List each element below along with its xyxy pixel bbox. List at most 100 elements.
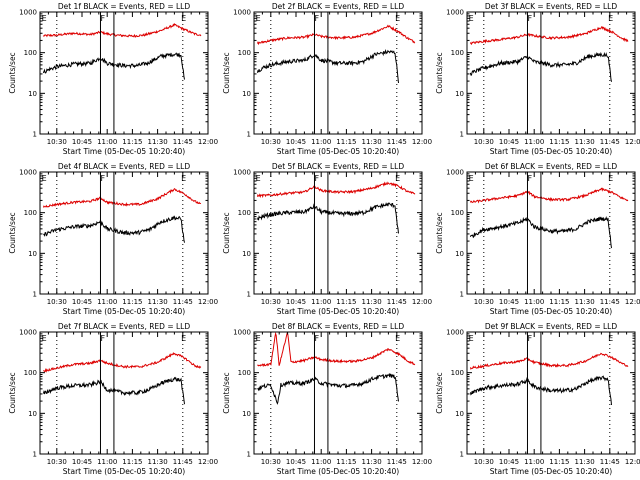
y-axis-label: Counts/sec — [435, 52, 444, 93]
marker-label-e: E — [469, 334, 474, 343]
y-tick-label: 1000 — [233, 9, 251, 17]
x-tick-label: 11:15 — [336, 138, 356, 146]
marker-label-f: F — [527, 14, 532, 23]
marker-label-e: E — [181, 174, 186, 183]
panel-det-8: Det 8f BLACK = Events, RED = LLD E F E 10:30… — [222, 322, 432, 476]
y-tick-label: 1000 — [19, 9, 37, 17]
y-tick-label: 10 — [28, 90, 37, 98]
x-tick-label: 10:30 — [47, 298, 67, 306]
x-tick-label: 12:00 — [198, 458, 218, 466]
lld-series-line — [42, 188, 202, 208]
y-tick-label: 1 — [33, 131, 37, 139]
x-tick-label: 11:00 — [97, 298, 117, 306]
y-tick-label: 100 — [238, 209, 251, 217]
lld-series-line — [256, 181, 416, 199]
x-tick-label: 11:00 — [524, 298, 544, 306]
y-tick-label: 1 — [460, 131, 464, 139]
chart-title: Det 4f BLACK = Events, RED = LLD — [58, 162, 191, 171]
y-tick-label: 1 — [460, 451, 464, 459]
y-axis-label: Counts/sec — [222, 212, 231, 253]
x-tick-label: 12:00 — [198, 138, 218, 146]
marker-label-e: E — [608, 14, 613, 23]
y-tick-label: 100 — [238, 369, 251, 377]
y-tick-label: 1000 — [446, 169, 464, 177]
y-tick-label: 10 — [28, 410, 37, 418]
y-tick-label: 1 — [247, 451, 251, 459]
x-tick-label: 11:15 — [549, 298, 569, 306]
marker-label-e: E — [608, 334, 613, 343]
x-axis-label: Start Time (05-Dec-05 10:20:40) — [490, 307, 612, 316]
lld-series-line — [469, 26, 629, 45]
x-tick-label: 11:15 — [122, 458, 142, 466]
x-axis-label: Start Time (05-Dec-05 10:20:40) — [277, 307, 399, 316]
panel-det-7: Det 7f BLACK = Events, RED = LLD E F E 10:30… — [8, 322, 218, 476]
x-tick-label: 11:30 — [362, 298, 382, 306]
x-tick-label: 10:30 — [47, 458, 67, 466]
marker-label-e: E — [395, 174, 400, 183]
lld-series-line — [469, 352, 629, 370]
lld-series-line — [42, 22, 202, 38]
x-tick-label: 11:30 — [575, 138, 595, 146]
x-tick-label: 11:45 — [173, 298, 193, 306]
x-tick-label: 11:30 — [148, 458, 168, 466]
y-axis-label: Counts/sec — [8, 52, 17, 93]
x-tick-label: 11:00 — [311, 298, 331, 306]
x-tick-label: 11:45 — [387, 458, 407, 466]
marker-label-e: E — [256, 334, 261, 343]
marker-label-f: F — [527, 174, 532, 183]
x-tick-label: 11:45 — [387, 138, 407, 146]
x-tick-label: 11:30 — [575, 298, 595, 306]
marker-label-f: F — [100, 174, 105, 183]
x-tick-label: 11:00 — [97, 138, 117, 146]
panel-det-5: Det 5f BLACK = Events, RED = LLD E F E 10:30… — [222, 162, 432, 316]
x-tick-label: 10:30 — [474, 138, 494, 146]
marker-label-e: E — [395, 14, 400, 23]
panel-det-4: Det 4f BLACK = Events, RED = LLD E F E 10:30… — [8, 162, 218, 316]
x-axis-label: Start Time (05-Dec-05 10:20:40) — [490, 147, 612, 156]
y-tick-label: 100 — [24, 369, 37, 377]
lld-series-line — [256, 24, 416, 46]
x-tick-label: 12:00 — [198, 298, 218, 306]
y-axis-label: Counts/sec — [8, 212, 17, 253]
marker-label-e: E — [256, 14, 261, 23]
x-tick-label: 11:15 — [549, 458, 569, 466]
y-axis-label: Counts/sec — [435, 212, 444, 253]
chart-title: Det 1f BLACK = Events, RED = LLD — [58, 2, 191, 11]
marker-label-e: E — [608, 174, 613, 183]
y-axis-label: Counts/sec — [222, 372, 231, 413]
x-tick-label: 11:45 — [600, 458, 620, 466]
x-tick-label: 10:30 — [261, 458, 281, 466]
x-axis-label: Start Time (05-Dec-05 10:20:40) — [277, 467, 399, 476]
y-tick-label: 1000 — [446, 9, 464, 17]
y-tick-label: 1 — [247, 131, 251, 139]
marker-label-f: F — [100, 334, 105, 343]
x-tick-label: 12:00 — [625, 458, 640, 466]
x-tick-label: 11:30 — [148, 138, 168, 146]
marker-label-f: F — [100, 14, 105, 23]
x-tick-label: 11:00 — [524, 458, 544, 466]
marker-label-f: F — [314, 334, 319, 343]
x-axis-label: Start Time (05-Dec-05 10:20:40) — [63, 307, 185, 316]
x-axis-label: Start Time (05-Dec-05 10:20:40) — [277, 147, 399, 156]
panel-det-9: Det 9f BLACK = Events, RED = LLD E F E 10:30… — [435, 322, 640, 476]
marker-label-f: F — [314, 174, 319, 183]
x-tick-label: 10:45 — [499, 458, 519, 466]
y-tick-label: 1 — [460, 291, 464, 299]
y-tick-label: 10 — [242, 90, 251, 98]
y-tick-label: 10 — [242, 410, 251, 418]
y-axis-label: Counts/sec — [435, 372, 444, 413]
x-tick-label: 10:45 — [72, 458, 92, 466]
y-tick-label: 1000 — [233, 329, 251, 337]
y-tick-label: 100 — [451, 209, 464, 217]
chart-title: Det 7f BLACK = Events, RED = LLD — [58, 322, 191, 331]
y-axis-label: Counts/sec — [222, 52, 231, 93]
x-tick-label: 10:30 — [474, 298, 494, 306]
chart-title: Det 9f BLACK = Events, RED = LLD — [485, 322, 618, 331]
chart-title: Det 6f BLACK = Events, RED = LLD — [485, 162, 618, 171]
panel-det-3: Det 3f BLACK = Events, RED = LLD E F E 10:30… — [435, 2, 640, 156]
x-tick-label: 10:45 — [286, 298, 306, 306]
panel-det-1: Det 1f BLACK = Events, RED = LLD E F E 10:30… — [8, 2, 218, 156]
marker-label-e: E — [395, 334, 400, 343]
x-axis-label: Start Time (05-Dec-05 10:20:40) — [490, 467, 612, 476]
